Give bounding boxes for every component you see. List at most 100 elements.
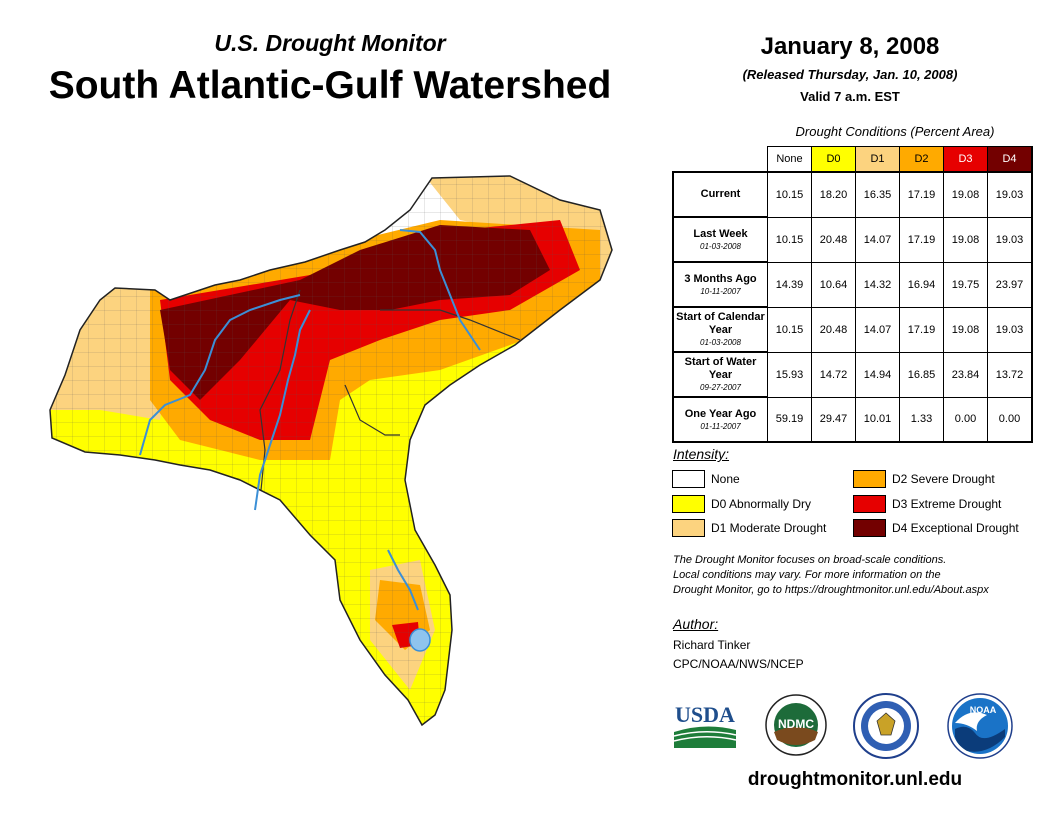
table-cell: 23.84 xyxy=(943,351,988,398)
table-cell: 10.01 xyxy=(855,396,900,443)
table-cell: 16.94 xyxy=(899,261,944,308)
column-header-d3: D3 xyxy=(943,146,988,173)
release-date: (Released Thursday, Jan. 10, 2008) xyxy=(742,67,958,82)
legend-swatch xyxy=(853,495,886,513)
county-lines xyxy=(50,176,612,725)
disclaimer-line: The Drought Monitor focuses on broad-sca… xyxy=(673,554,947,566)
table-cell: 18.20 xyxy=(811,171,856,218)
table-cell: 29.47 xyxy=(811,396,856,443)
table-cell: 17.19 xyxy=(899,171,944,218)
table-cell: 14.72 xyxy=(811,351,856,398)
table-cell: 14.32 xyxy=(855,261,900,308)
drought-stats-table: None D0 D1 D2 D3 D4 Current 10.15 18.20 … xyxy=(672,146,1033,443)
table-caption: Drought Conditions (Percent Area) xyxy=(795,124,995,139)
valid-time: Valid 7 a.m. EST xyxy=(800,89,900,104)
table-cell: 19.03 xyxy=(987,171,1033,218)
table-cell: 13.72 xyxy=(987,351,1033,398)
table-cell: 10.15 xyxy=(767,216,812,263)
state-border xyxy=(259,289,301,501)
row-label: Last Week xyxy=(693,227,748,240)
table-cell: 19.08 xyxy=(943,306,988,353)
legend-item-none: None xyxy=(672,470,740,488)
commerce-seal-logo xyxy=(853,693,919,759)
table-row: Last Week 01-03-2008 10.15 20.48 14.07 1… xyxy=(672,216,1033,263)
table-cell: 10.15 xyxy=(767,171,812,218)
table-row: One Year Ago 01-11-2007 59.19 29.47 10.0… xyxy=(672,396,1033,443)
table-corner xyxy=(673,147,768,173)
noaa-logo: NOAA xyxy=(947,693,1013,759)
column-header-d2: D2 xyxy=(899,146,944,173)
ndmc-logo-text: NDMC xyxy=(778,717,814,731)
table-cell: 19.08 xyxy=(943,216,988,263)
column-header-d1: D1 xyxy=(855,146,900,173)
legend-item-d3: D3 Extreme Drought xyxy=(853,495,1001,513)
table-cell: 17.19 xyxy=(899,216,944,263)
row-label: Start of Calendar Year xyxy=(676,311,765,336)
legend-item-d1: D1 Moderate Drought xyxy=(672,519,826,537)
legend-swatch xyxy=(672,519,705,537)
legend-swatch xyxy=(853,470,886,488)
table-cell: 20.48 xyxy=(811,306,856,353)
column-header-d4: D4 xyxy=(987,146,1033,173)
state-border xyxy=(380,309,521,341)
row-date: 09-27-2007 xyxy=(700,383,741,392)
table-cell: 59.19 xyxy=(767,396,812,443)
table-cell: 14.07 xyxy=(855,216,900,263)
table-row: Current 10.15 18.20 16.35 17.19 19.08 19… xyxy=(672,171,1033,218)
legend-swatch xyxy=(672,495,705,513)
row-label: Start of Water Year xyxy=(684,356,757,381)
river xyxy=(254,309,311,511)
legend-label: D0 Abnormally Dry xyxy=(711,497,812,511)
table-cell: 10.15 xyxy=(767,306,812,353)
legend-item-d2: D2 Severe Drought xyxy=(853,470,995,488)
column-header-none: None xyxy=(767,146,812,173)
ndmc-logo: NDMC xyxy=(765,694,827,756)
valid-date: January 8, 2008 xyxy=(760,33,940,60)
drought-map xyxy=(49,175,613,726)
legend-item-d0: D0 Abnormally Dry xyxy=(672,495,811,513)
legend-label: D1 Moderate Drought xyxy=(711,521,827,535)
river xyxy=(139,294,301,456)
disclaimer: The Drought Monitor focuses on broad-sca… xyxy=(673,553,1043,598)
table-cell: 19.03 xyxy=(987,216,1033,263)
table-cell: 20.48 xyxy=(811,216,856,263)
table-row: Start of Calendar Year 01-03-2008 10.15 … xyxy=(672,306,1033,353)
table-cell: 19.08 xyxy=(943,171,988,218)
author-org: CPC/NOAA/NWS/NCEP xyxy=(673,657,804,671)
disclaimer-line: Local conditions may vary. For more info… xyxy=(673,569,941,581)
table-header-row: None D0 D1 D2 D3 D4 xyxy=(673,146,1033,173)
legend-label: D3 Extreme Drought xyxy=(892,497,1002,511)
table-cell: 19.03 xyxy=(987,306,1033,353)
row-label: One Year Ago xyxy=(684,407,757,420)
river xyxy=(387,549,419,611)
table-cell: 14.94 xyxy=(855,351,900,398)
table-cell: 14.07 xyxy=(855,306,900,353)
map-subtitle: U.S. Drought Monitor xyxy=(214,30,446,56)
row-date: 01-11-2007 xyxy=(700,421,741,431)
table-cell: 19.75 xyxy=(943,261,988,308)
legend-title: Intensity: xyxy=(673,446,730,462)
row-date: 01-03-2008 xyxy=(700,338,741,347)
table-cell: 15.93 xyxy=(767,351,812,398)
table-cell: 0.00 xyxy=(943,396,988,443)
table-cell: 16.35 xyxy=(855,171,900,218)
author-name: Richard Tinker xyxy=(673,638,751,652)
map-title: South Atlantic-Gulf Watershed xyxy=(48,64,612,107)
website-url: droughtmonitor.unl.edu xyxy=(747,769,963,790)
table-row: Start of Water Year 09-27-2007 15.93 14.… xyxy=(672,351,1033,398)
lake-okeechobee xyxy=(409,628,431,652)
river xyxy=(399,229,481,351)
row-label: 3 Months Ago xyxy=(684,272,757,285)
table-cell: 23.97 xyxy=(987,261,1033,308)
state-border xyxy=(344,384,400,436)
legend-swatch xyxy=(672,470,705,488)
noaa-logo-text: NOAA xyxy=(970,705,997,715)
table-cell: 16.85 xyxy=(899,351,944,398)
legend-swatch xyxy=(853,519,886,537)
legend-item-d4: D4 Exceptional Drought xyxy=(853,519,1019,537)
table-row: 3 Months Ago 10-11-2007 14.39 10.64 14.3… xyxy=(672,261,1033,308)
disclaimer-line: Drought Monitor, go to https://droughtmo… xyxy=(673,584,989,596)
table-cell: 0.00 xyxy=(987,396,1033,443)
row-date: 01-03-2008 xyxy=(700,241,741,251)
usda-logo-text: USDA xyxy=(675,702,735,727)
